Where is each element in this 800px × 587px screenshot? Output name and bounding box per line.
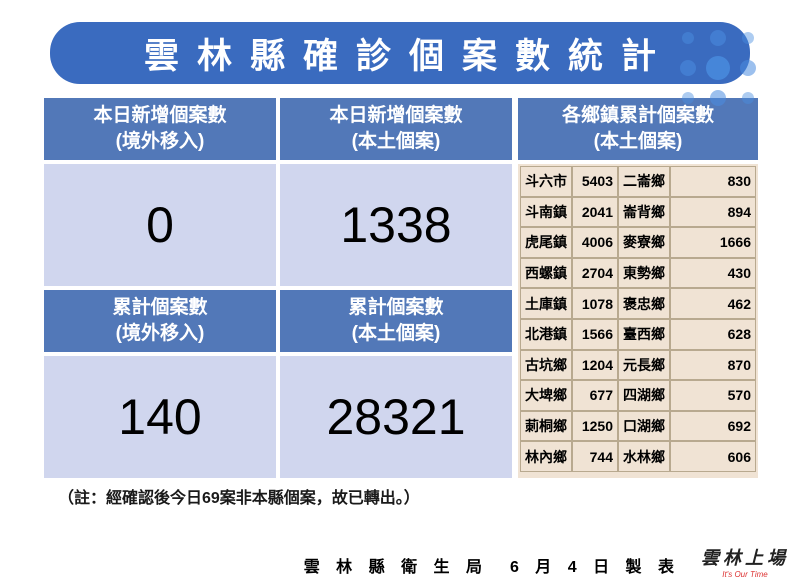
township-value: 628 bbox=[670, 319, 756, 350]
township-value: 5403 bbox=[572, 166, 618, 197]
township-name: 口湖鄉 bbox=[618, 411, 670, 442]
sublabel: (境外移入) bbox=[116, 129, 205, 155]
township-name: 虎尾鎮 bbox=[520, 227, 572, 258]
table-row: 土庫鎮1078褒忠鄉462 bbox=[520, 288, 756, 319]
township-value: 430 bbox=[670, 258, 756, 289]
value-new-local: 1338 bbox=[280, 164, 512, 286]
township-name: 東勢鄉 bbox=[618, 258, 670, 289]
township-value: 677 bbox=[572, 380, 618, 411]
dot-icon bbox=[682, 32, 694, 44]
township-name: 水林鄉 bbox=[618, 441, 670, 472]
township-value: 692 bbox=[670, 411, 756, 442]
township-value: 1204 bbox=[572, 350, 618, 381]
dot-icon bbox=[682, 92, 694, 104]
township-value: 570 bbox=[670, 380, 756, 411]
township-name: 西螺鎮 bbox=[520, 258, 572, 289]
sublabel: (境外移入) bbox=[116, 321, 205, 347]
dot-icon bbox=[710, 90, 726, 106]
table-row: 西螺鎮2704東勢鄉430 bbox=[520, 258, 756, 289]
township-value: 830 bbox=[670, 166, 756, 197]
label: 本日新增個案數 bbox=[329, 103, 462, 129]
credit-line: 雲 林 縣 衛 生 局 6 月 4 日 製 表 bbox=[304, 553, 680, 577]
summary-grid: 本日新增個案數 (境外移入) 本日新增個案數 (本土個案) 0 1338 累計個… bbox=[44, 98, 512, 478]
township-name: 北港鎮 bbox=[520, 319, 572, 350]
dot-icon bbox=[740, 60, 756, 76]
township-name: 土庫鎮 bbox=[520, 288, 572, 319]
township-name: 斗南鎮 bbox=[520, 197, 572, 228]
table-row: 斗六市5403二崙鄉830 bbox=[520, 166, 756, 197]
header-new-local: 本日新增個案數 (本土個案) bbox=[280, 98, 512, 160]
township-name: 麥寮鄉 bbox=[618, 227, 670, 258]
table-row: 林內鄉744水林鄉606 bbox=[520, 441, 756, 472]
label: 累計個案數 bbox=[112, 295, 207, 321]
sublabel: (本土個案) bbox=[352, 321, 441, 347]
township-name: 莿桐鄉 bbox=[520, 411, 572, 442]
header-new-imported: 本日新增個案數 (境外移入) bbox=[44, 98, 276, 160]
township-name: 古坑鄉 bbox=[520, 350, 572, 381]
township-value: 462 bbox=[670, 288, 756, 319]
township-name: 二崙鄉 bbox=[618, 166, 670, 197]
township-name: 元長鄉 bbox=[618, 350, 670, 381]
footnote: （註：經確認後今日69案非本縣個案，故已轉出。） bbox=[0, 478, 800, 508]
table-row: 北港鎮1566臺西鄉628 bbox=[520, 319, 756, 350]
table-row: 虎尾鎮4006麥寮鄉1666 bbox=[520, 227, 756, 258]
township-value: 606 bbox=[670, 441, 756, 472]
township-value: 2041 bbox=[572, 197, 618, 228]
township-value: 894 bbox=[670, 197, 756, 228]
township-value: 2704 bbox=[572, 258, 618, 289]
township-name: 四湖鄉 bbox=[618, 380, 670, 411]
table-row: 大埤鄉677四湖鄉570 bbox=[520, 380, 756, 411]
logo-subtext: It's Our Time bbox=[722, 570, 767, 579]
township-value: 1566 bbox=[572, 319, 618, 350]
township-value: 744 bbox=[572, 441, 618, 472]
value-total-local: 28321 bbox=[280, 356, 512, 478]
header-total-imported: 累計個案數 (境外移入) bbox=[44, 290, 276, 352]
township-value: 1250 bbox=[572, 411, 618, 442]
page-title: 雲林縣確診個案數統計 bbox=[50, 22, 750, 84]
township-name: 斗六市 bbox=[520, 166, 572, 197]
township-column: 各鄉鎮累計個案數 (本土個案) 斗六市5403二崙鄉830斗南鎮2041崙背鄉8… bbox=[518, 98, 758, 478]
table-row: 莿桐鄉1250口湖鄉692 bbox=[520, 411, 756, 442]
table-row: 古坑鄉1204元長鄉870 bbox=[520, 350, 756, 381]
table-row: 斗南鎮2041崙背鄉894 bbox=[520, 197, 756, 228]
dot-icon bbox=[706, 56, 730, 80]
township-name: 臺西鄉 bbox=[618, 319, 670, 350]
dot-icon bbox=[680, 60, 696, 76]
sublabel: (本土個案) bbox=[594, 129, 683, 155]
value-new-imported: 0 bbox=[44, 164, 276, 286]
header-total-local: 累計個案數 (本土個案) bbox=[280, 290, 512, 352]
township-name: 大埤鄉 bbox=[520, 380, 572, 411]
township-name: 林內鄉 bbox=[520, 441, 572, 472]
township-value: 1666 bbox=[670, 227, 756, 258]
sublabel: (本土個案) bbox=[352, 129, 441, 155]
township-value: 4006 bbox=[572, 227, 618, 258]
township-value: 870 bbox=[670, 350, 756, 381]
value-total-imported: 140 bbox=[44, 356, 276, 478]
content-area: 本日新增個案數 (境外移入) 本日新增個案數 (本土個案) 0 1338 累計個… bbox=[0, 98, 800, 478]
logo-text: 雲林上場 bbox=[701, 544, 789, 570]
township-name: 褒忠鄉 bbox=[618, 288, 670, 319]
decorative-dots bbox=[662, 32, 782, 122]
dot-icon bbox=[742, 32, 754, 44]
township-value: 1078 bbox=[572, 288, 618, 319]
yunlin-logo: 雲林上場 It's Our Time bbox=[700, 541, 790, 581]
dot-icon bbox=[742, 92, 754, 104]
label: 本日新增個案數 bbox=[93, 103, 226, 129]
township-table: 斗六市5403二崙鄉830斗南鎮2041崙背鄉894虎尾鎮4006麥寮鄉1666… bbox=[518, 164, 758, 478]
township-name: 崙背鄉 bbox=[618, 197, 670, 228]
label: 累計個案數 bbox=[348, 295, 443, 321]
dot-icon bbox=[710, 30, 726, 46]
